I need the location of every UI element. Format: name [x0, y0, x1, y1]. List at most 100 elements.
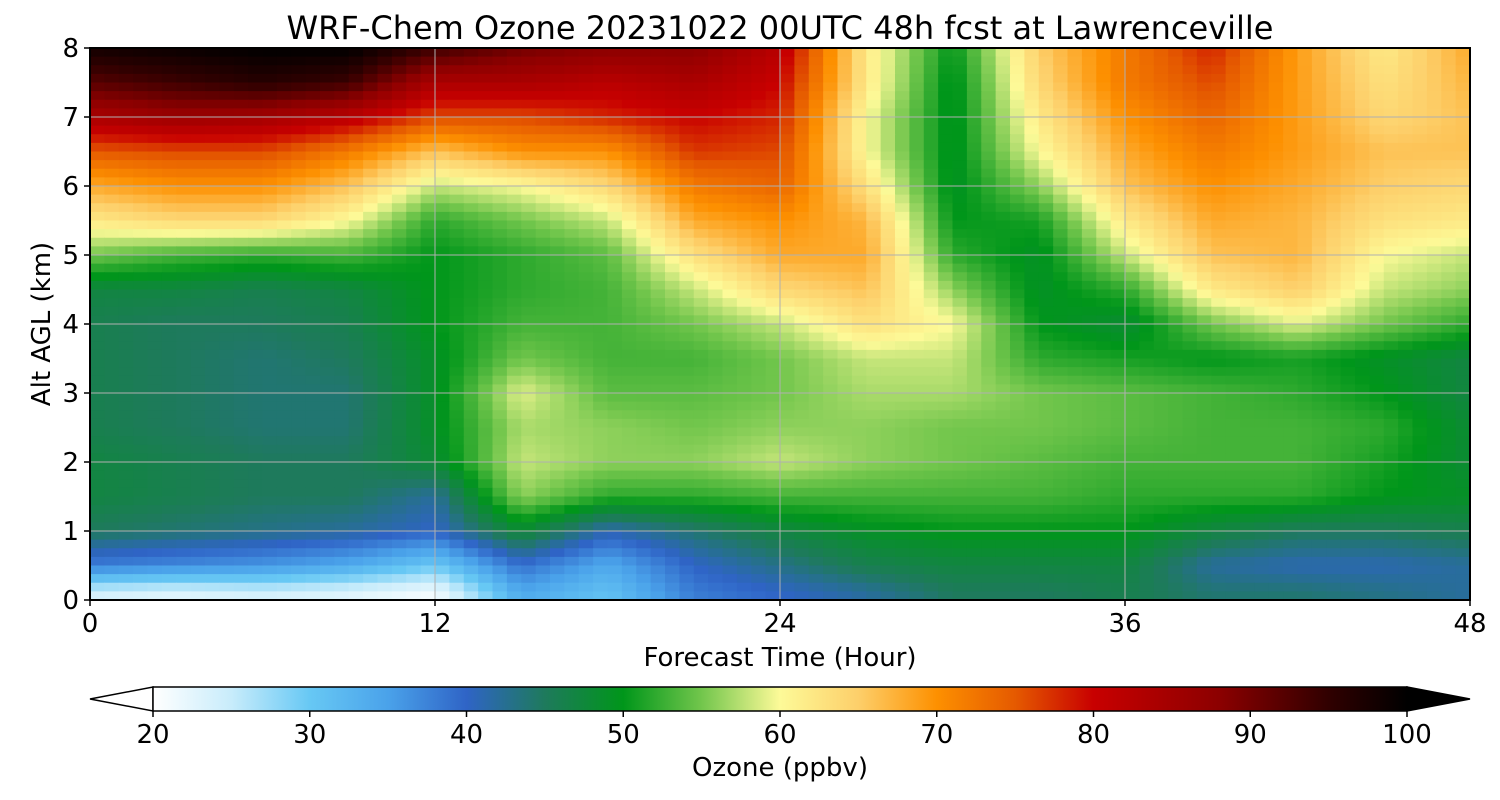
heatmap-cell [521, 341, 537, 351]
heatmap-cell [1412, 263, 1428, 273]
heatmap-cell [1053, 367, 1069, 377]
heatmap-cell [1182, 341, 1198, 351]
heatmap-cell [823, 410, 839, 420]
heatmap-cell [348, 470, 364, 480]
heatmap-cell [161, 393, 177, 403]
heatmap-cell [1110, 177, 1126, 187]
heatmap-cell [1297, 315, 1313, 325]
heatmap-cell [463, 177, 479, 187]
heatmap-cell [1110, 332, 1126, 342]
heatmap-cell [391, 73, 407, 84]
heatmap-cell [851, 358, 867, 368]
heatmap-cell [665, 203, 680, 213]
heatmap-cell [478, 418, 494, 429]
heatmap-cell [1297, 289, 1313, 299]
heatmap-cell [923, 160, 939, 170]
heatmap-cell [880, 298, 896, 308]
heatmap-cell [1067, 186, 1083, 196]
heatmap-cell [176, 375, 192, 385]
heatmap-cell [1383, 375, 1399, 385]
heatmap-cell [1426, 186, 1442, 196]
heatmap-cell [895, 203, 910, 213]
heatmap-cell [1412, 65, 1428, 75]
heatmap-cell [1254, 203, 1270, 213]
heatmap-cell [808, 332, 824, 342]
heatmap-cell [722, 177, 738, 187]
heatmap-cell [219, 487, 235, 498]
heatmap-cell [363, 237, 379, 247]
heatmap-cell [391, 263, 407, 273]
heatmap-cell [593, 384, 609, 394]
heatmap-cell [751, 289, 767, 299]
heatmap-cell [1139, 436, 1155, 446]
heatmap-cell [305, 263, 321, 273]
heatmap-cell [693, 65, 709, 75]
heatmap-cell [808, 418, 824, 429]
heatmap-cell [564, 444, 580, 454]
heatmap-cell [205, 99, 220, 109]
heatmap-cell [535, 410, 551, 420]
heatmap-cell [1182, 151, 1198, 161]
heatmap-cell [1355, 48, 1370, 58]
heatmap-cell [1369, 73, 1385, 84]
heatmap-cell [1441, 487, 1457, 498]
heatmap-cell [966, 487, 982, 498]
heatmap-cell [176, 289, 192, 299]
heatmap-cell [708, 349, 724, 360]
heatmap-cell [190, 65, 206, 75]
heatmap-cell [607, 272, 623, 282]
heatmap-cell [736, 453, 752, 463]
heatmap-cell [909, 444, 925, 454]
heatmap-cell [506, 393, 522, 403]
heatmap-cell [1340, 272, 1356, 282]
heatmap-cell [564, 237, 580, 247]
heatmap-cell [1053, 470, 1069, 480]
heatmap-cell [1067, 65, 1083, 75]
heatmap-cell [276, 168, 292, 178]
heatmap-cell [363, 367, 379, 377]
heatmap-cell [1340, 211, 1356, 222]
heatmap-cell [823, 48, 839, 58]
heatmap-cell [1182, 332, 1198, 342]
heatmap-cell [1283, 315, 1299, 325]
heatmap-cell [923, 220, 939, 230]
heatmap-cell [1139, 142, 1155, 153]
heatmap-cell [1196, 324, 1212, 334]
heatmap-cell [866, 56, 882, 66]
heatmap-cell [1254, 229, 1270, 239]
heatmap-cell [305, 470, 321, 480]
heatmap-cell [1398, 48, 1414, 58]
heatmap-cell [262, 298, 278, 308]
heatmap-cell [1010, 125, 1025, 135]
heatmap-cell [1053, 177, 1069, 187]
heatmap-cell [679, 487, 695, 498]
heatmap-cell [938, 487, 954, 498]
heatmap-cell [1024, 142, 1040, 153]
heatmap-cell [1441, 263, 1457, 273]
heatmap-cell [348, 125, 364, 135]
heatmap-cell [1110, 401, 1126, 411]
heatmap-cell [478, 220, 494, 230]
heatmap-cell [320, 48, 335, 58]
heatmap-cell [320, 298, 335, 308]
heatmap-cell [305, 255, 321, 265]
heatmap-cell [449, 272, 465, 282]
heatmap-cell [1081, 444, 1097, 454]
heatmap-cell [708, 125, 724, 135]
heatmap-cell [1369, 444, 1385, 454]
heatmap-cell [1024, 289, 1040, 299]
heatmap-cell [104, 436, 120, 446]
heatmap-cell [880, 427, 896, 437]
heatmap-cell [478, 462, 494, 472]
heatmap-cell [1326, 280, 1342, 291]
heatmap-cell [1412, 358, 1428, 368]
heatmap-cell [420, 401, 436, 411]
heatmap-cell [722, 168, 738, 178]
heatmap-cell [1240, 375, 1255, 385]
heatmap-cell [808, 289, 824, 299]
heatmap-cell [851, 487, 867, 498]
heatmap-cell [578, 91, 594, 101]
heatmap-cell [780, 99, 795, 109]
heatmap-cell [794, 462, 810, 472]
heatmap-cell [190, 453, 206, 463]
